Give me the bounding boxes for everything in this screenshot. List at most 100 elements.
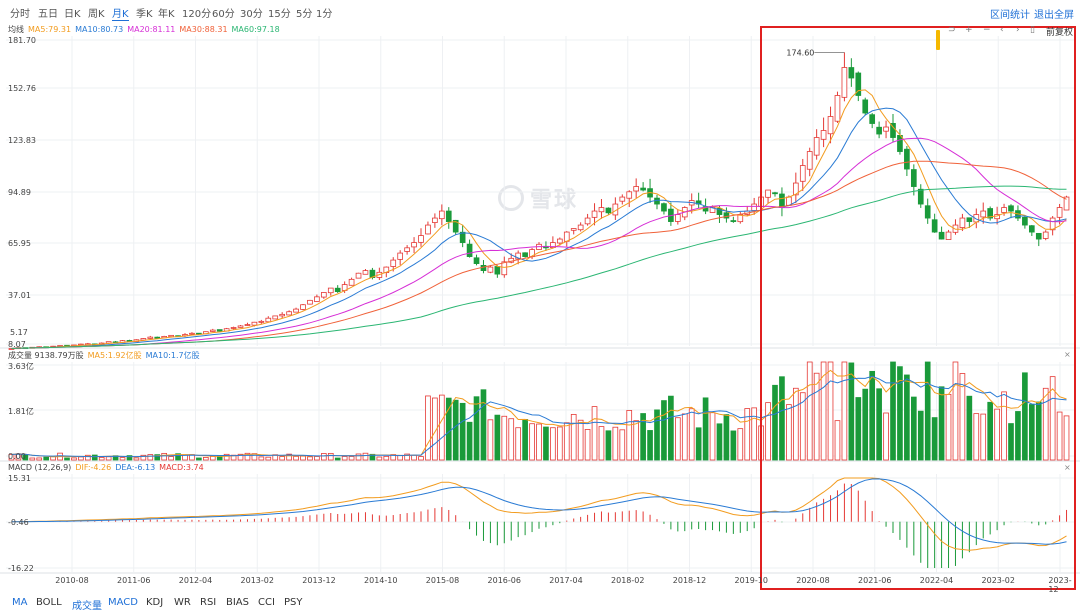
period-tab-7[interactable]: 120分 xyxy=(182,9,212,20)
volume-bar-146 xyxy=(1022,372,1028,461)
candle-body-62 xyxy=(438,210,445,220)
candle-body-143 xyxy=(1001,207,1007,213)
indicator-tab-6[interactable]: RSI xyxy=(200,597,217,608)
macd-close-icon[interactable]: × xyxy=(1064,463,1071,472)
volume-bar-120 xyxy=(841,361,848,461)
candle-body-70 xyxy=(494,266,501,275)
x-tick-11: 2019-10 xyxy=(734,576,768,585)
period-tab-4[interactable]: 月K xyxy=(112,5,129,21)
candle-body-40 xyxy=(286,311,292,316)
volume-bar-129 xyxy=(904,374,910,461)
chart-control-1-icon[interactable]: + xyxy=(965,25,973,35)
period-tab-10[interactable]: 15分 xyxy=(268,9,291,20)
macd_legend-label: MACD (12,26,9) xyxy=(8,463,72,472)
indicator-tab-3[interactable]: MACD xyxy=(108,597,138,608)
volume-bar-117 xyxy=(820,361,827,461)
volume-bar-70 xyxy=(494,414,501,461)
candle-body-130 xyxy=(910,169,917,187)
volume-bar-71 xyxy=(501,415,508,461)
chart-control-0-icon[interactable]: ⊃ xyxy=(948,25,956,35)
x-tick-9: 2018-02 xyxy=(611,576,645,585)
candle-body-122 xyxy=(855,72,862,96)
period-tab-11[interactable]: 5分 xyxy=(296,9,313,20)
volume-close-icon[interactable]: × xyxy=(1064,350,1071,359)
candle-body-135 xyxy=(945,231,952,240)
candle-body-129 xyxy=(904,148,910,170)
indicator-tab-1[interactable]: BOLL xyxy=(36,597,62,608)
candle-body-86 xyxy=(605,207,612,214)
volume-bar-132 xyxy=(924,361,931,461)
candle-body-32 xyxy=(230,327,237,329)
exit-fullscreen-link[interactable]: 退出全屏 xyxy=(1034,10,1074,21)
x-tick-7: 2016-06 xyxy=(487,576,521,585)
period-tab-12[interactable]: 1分 xyxy=(316,9,333,20)
candle-body-21 xyxy=(154,336,161,339)
candle-body-45 xyxy=(320,292,327,298)
volume-bar-136 xyxy=(952,361,959,461)
volume-bar-148 xyxy=(1035,401,1042,461)
volume-bar-53 xyxy=(376,456,383,461)
candle-body-148 xyxy=(1035,232,1042,240)
volume-bar-77 xyxy=(543,426,549,461)
candle-body-61 xyxy=(432,217,438,223)
volume-bar-94 xyxy=(661,400,667,461)
period-tab-0[interactable]: 分时 xyxy=(10,9,30,20)
period-tab-5[interactable]: 季K xyxy=(136,9,153,20)
indicator-tab-8[interactable]: CCI xyxy=(258,597,275,608)
volume-bar-31 xyxy=(223,453,230,461)
indicator-tab-5[interactable]: WR xyxy=(174,597,191,608)
volume-bar-105 xyxy=(737,428,744,461)
volume-bar-48 xyxy=(341,456,348,461)
price-tick-6: 8.07 xyxy=(8,340,26,349)
candle-body-81 xyxy=(570,228,577,231)
adjust-mode-label[interactable]: 前复权 xyxy=(1046,28,1074,38)
candle-body-104 xyxy=(730,220,737,222)
candle-body-118 xyxy=(827,116,834,135)
candle-body-121 xyxy=(848,67,855,79)
indicator-tab-0[interactable]: MA xyxy=(12,597,28,608)
candle-body-134 xyxy=(938,231,945,240)
volume-bar-69 xyxy=(487,419,494,461)
period-tab-3[interactable]: 周K xyxy=(88,9,105,20)
volume-bar-82 xyxy=(577,419,584,461)
volume-bar-43 xyxy=(307,456,313,461)
volume-bar-44 xyxy=(314,456,320,461)
volume-bar-24 xyxy=(175,453,181,461)
chart-control-5-icon[interactable]: ▯ xyxy=(1030,25,1035,35)
price-tick-1: 152.76 xyxy=(8,84,36,93)
price_legend-item-1: MA10:80.73 xyxy=(75,25,124,34)
candle-body-41 xyxy=(293,308,299,313)
vol_legend-label: 成交量 9138.79万股 xyxy=(8,351,84,360)
volume-bar-51 xyxy=(362,452,369,461)
x-tick-12: 2020-08 xyxy=(796,576,830,585)
volume-bar-75 xyxy=(529,423,535,461)
volume-bar-62 xyxy=(438,394,445,461)
volume-bar-133 xyxy=(931,417,938,461)
indicator-tab-9[interactable]: PSY xyxy=(284,597,303,608)
price-tick-4: 65.95 xyxy=(8,239,31,248)
ma-line-60 xyxy=(11,185,1067,349)
indicator-tab-4[interactable]: KDJ xyxy=(146,597,164,608)
candle-body-39 xyxy=(279,313,286,317)
period-tab-9[interactable]: 30分 xyxy=(240,9,263,20)
volume-bar-3 xyxy=(29,457,36,461)
chart-control-2-icon[interactable]: − xyxy=(983,25,991,35)
period-tab-8[interactable]: 60分 xyxy=(212,9,235,20)
chart-control-4-icon[interactable]: › xyxy=(1016,25,1020,35)
indicator-tab-7[interactable]: BIAS xyxy=(226,597,249,608)
period-tab-2[interactable]: 日K xyxy=(64,9,81,20)
candle-body-102 xyxy=(716,208,723,215)
indicator-tab-2[interactable]: 成交量 xyxy=(72,601,102,612)
candle-body-67 xyxy=(473,257,480,264)
interval-stats-link[interactable]: 区间统计 xyxy=(990,10,1030,21)
candle-body-128 xyxy=(897,135,903,152)
volume-bar-149 xyxy=(1042,387,1049,461)
period-tab-1[interactable]: 五日 xyxy=(38,9,58,20)
x-tick-6: 2015-08 xyxy=(425,576,460,585)
volume-bar-84 xyxy=(591,406,598,461)
volume-bar-96 xyxy=(674,417,681,461)
period-tab-6[interactable]: 年K xyxy=(158,9,175,20)
chart-control-3-icon[interactable]: ‹ xyxy=(1000,25,1004,35)
candle-body-23 xyxy=(168,334,174,338)
